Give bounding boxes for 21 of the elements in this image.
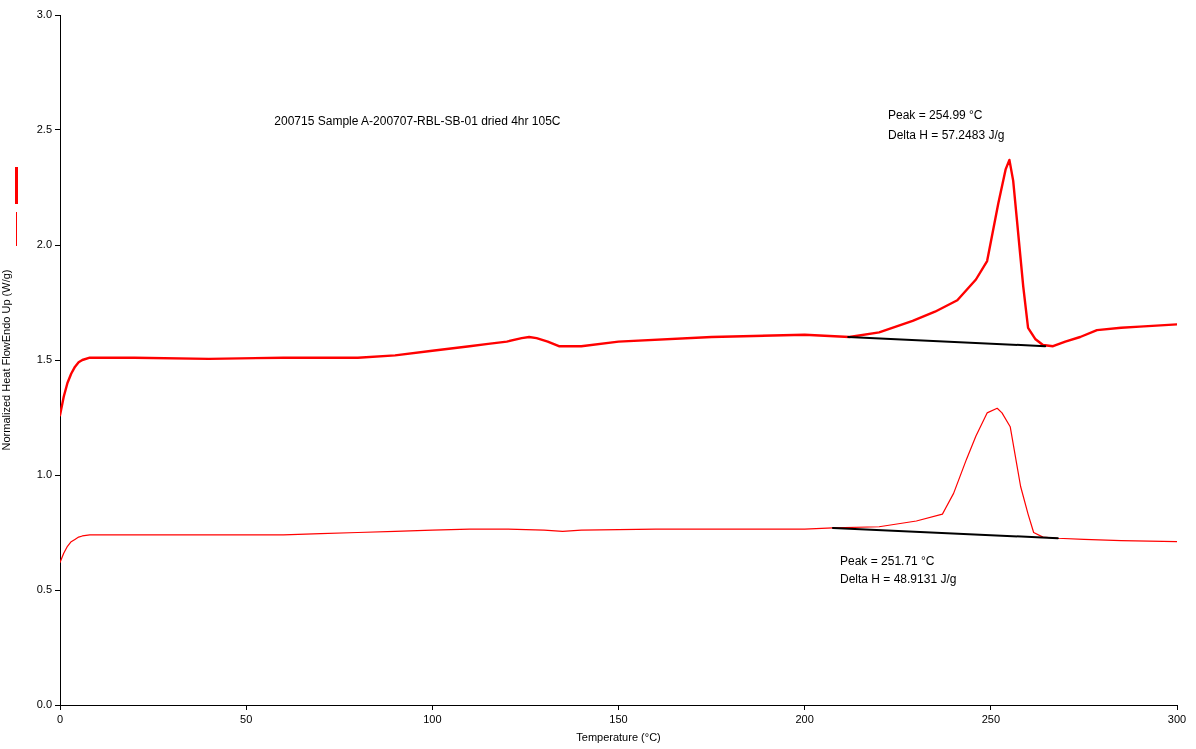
annotation: Peak = 251.71 °C bbox=[840, 554, 935, 569]
x-tick-label: 150 bbox=[609, 712, 628, 725]
x-axis-title: Temperature (°C) bbox=[576, 731, 661, 744]
annotation: Delta H = 57.2483 J/g bbox=[888, 128, 1005, 143]
x-tick-label: 300 bbox=[1167, 712, 1187, 725]
y-tick-label: 1.5 bbox=[36, 353, 52, 366]
x-tick-label: 250 bbox=[981, 712, 1001, 725]
y-tick-label: 1.0 bbox=[36, 468, 52, 481]
x-tick-label: 0 bbox=[56, 712, 64, 725]
x-tick-label: 200 bbox=[795, 712, 814, 725]
annotation: Delta H = 48.9131 J/g bbox=[840, 572, 957, 587]
x-tick-label: 50 bbox=[240, 712, 253, 725]
annotation: Peak = 254.99 °C bbox=[888, 108, 983, 123]
y-tick-label: 0.0 bbox=[36, 698, 52, 711]
text: 200715 Sample A-200707-RBL-SB-01 dried 4hr 105C bbox=[274, 114, 561, 129]
y-tick-label: 2.0 bbox=[36, 238, 52, 251]
x-tick-label: 100 bbox=[423, 712, 442, 725]
y-tick-label: 0.5 bbox=[36, 583, 52, 596]
y-axis-title: Normalized Heat FlowEndo Up (W/g) bbox=[0, 269, 12, 451]
y-tick-label: 2.5 bbox=[36, 123, 52, 136]
y-tick-label: 3.0 bbox=[36, 8, 52, 21]
